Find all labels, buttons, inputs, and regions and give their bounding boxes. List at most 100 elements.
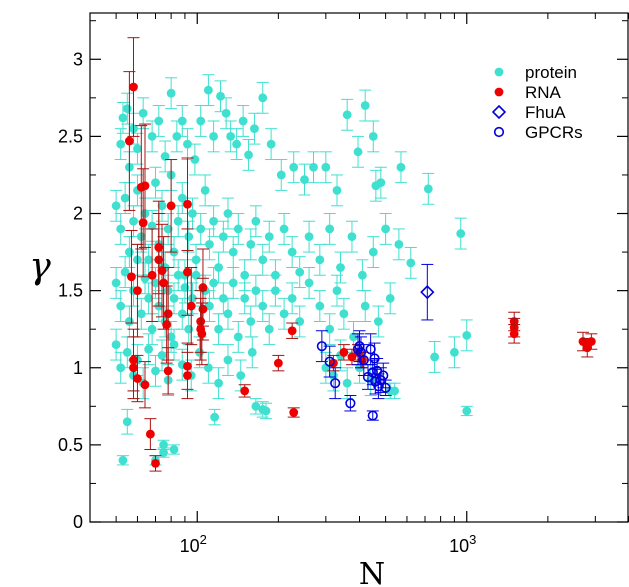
data-point [295, 267, 305, 277]
data-point [233, 332, 243, 342]
data-point [163, 224, 173, 234]
data-point [166, 88, 176, 98]
data-point [183, 361, 192, 371]
data-point [367, 410, 378, 421]
data-point [209, 278, 219, 288]
data-point [373, 381, 384, 392]
data-point [360, 301, 370, 311]
data-point [223, 209, 233, 218]
data-point [154, 243, 164, 252]
data-point [279, 309, 289, 319]
data-point [209, 216, 219, 226]
data-point [251, 286, 261, 296]
data-point [304, 232, 314, 242]
data-point [353, 147, 363, 157]
data-point [147, 131, 157, 141]
data-point [122, 104, 132, 114]
data-point [129, 216, 138, 226]
data-point [147, 270, 157, 280]
data-point [159, 278, 168, 288]
data-point [210, 412, 220, 422]
y-tick-label: 2.5 [58, 126, 83, 146]
y-tick-label: 0 [73, 512, 83, 532]
data-point [151, 178, 160, 188]
series-rna [123, 37, 598, 472]
data-point [276, 170, 286, 180]
data-point [223, 355, 233, 365]
data-point [200, 185, 210, 195]
data-point [120, 193, 130, 203]
data-point [345, 398, 356, 409]
x-tick-label: 103 [449, 532, 476, 556]
data-point [385, 293, 395, 303]
data-point [315, 255, 325, 265]
data-point [258, 255, 268, 265]
data-point [236, 371, 246, 380]
data-point [204, 85, 213, 95]
data-point [177, 116, 187, 126]
data-point [127, 272, 136, 282]
data-point [162, 320, 172, 329]
data-point [287, 293, 297, 303]
data-point [163, 309, 173, 319]
data-point [188, 293, 197, 303]
legend-label: protein [525, 63, 577, 82]
data-point [325, 324, 335, 334]
data-point [157, 201, 167, 211]
data-point [122, 347, 132, 357]
data-point [180, 283, 190, 292]
data-point [120, 267, 130, 277]
data-point [129, 355, 138, 365]
data-point [188, 209, 197, 218]
data-point [309, 162, 318, 172]
data-point [169, 340, 179, 350]
data-point [332, 286, 342, 296]
x-tick-label: 102 [180, 532, 207, 556]
data-point [300, 175, 309, 184]
data-point [169, 445, 179, 454]
legend-marker [494, 67, 504, 77]
data-point [124, 136, 134, 146]
data-point [406, 258, 416, 268]
data-point [289, 162, 299, 172]
data-point [198, 304, 208, 314]
data-point [124, 247, 134, 257]
data-point [420, 285, 435, 300]
data-point [129, 82, 138, 92]
data-point [151, 458, 160, 468]
data-point [177, 193, 187, 203]
data-point [133, 144, 142, 154]
data-point [376, 178, 386, 188]
data-point [586, 337, 596, 346]
data-point [279, 224, 289, 234]
data-point [578, 337, 588, 346]
data-point [381, 224, 391, 234]
data-point [118, 113, 128, 123]
data-point [116, 301, 126, 311]
data-point [394, 239, 404, 249]
data-point [321, 162, 331, 172]
data-point [111, 340, 121, 350]
data-point [339, 347, 349, 357]
data-point [186, 301, 196, 311]
data-point [111, 201, 121, 211]
data-point [159, 448, 168, 457]
data-point [133, 374, 142, 383]
data-point [271, 286, 280, 296]
data-point [228, 247, 238, 257]
data-point [347, 232, 357, 242]
data-point [233, 224, 243, 234]
data-point [157, 266, 167, 275]
data-point [325, 224, 335, 234]
data-point [287, 247, 297, 257]
data-point [209, 131, 219, 141]
data-point [196, 224, 206, 234]
data-point [154, 116, 164, 126]
data-point [228, 278, 238, 288]
data-point [191, 270, 201, 280]
data-point [380, 382, 391, 393]
data-point [258, 93, 268, 103]
data-point [184, 324, 194, 334]
data-point [221, 108, 231, 118]
data-point [122, 417, 132, 427]
